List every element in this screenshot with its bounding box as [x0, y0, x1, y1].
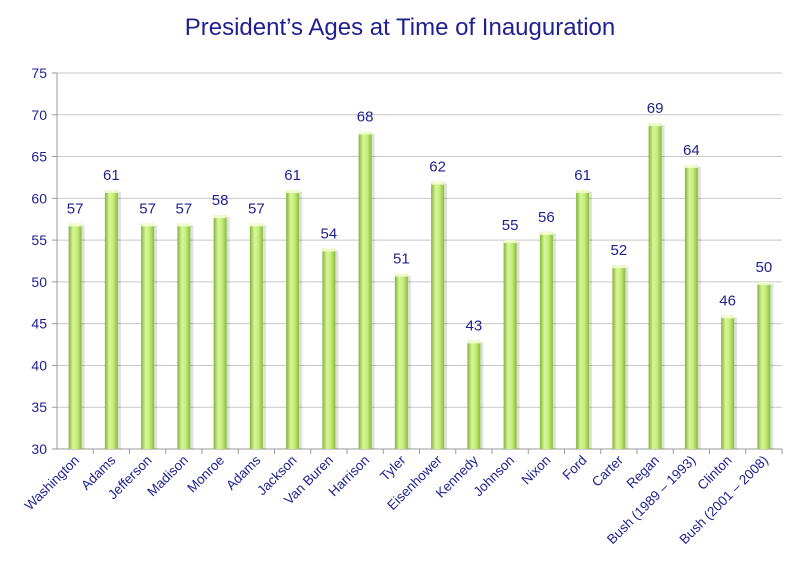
data-label: 52 [611, 242, 628, 259]
bar [322, 248, 336, 449]
data-label: 64 [683, 142, 700, 159]
bar [104, 189, 118, 449]
bar [431, 181, 445, 449]
bar-top-highlight [467, 340, 481, 344]
bar-top-highlight [394, 273, 408, 277]
bar-top-highlight [141, 223, 155, 227]
y-tick-label: 50 [31, 274, 47, 290]
y-axis-ticks: 30 35 40 45 50 55 60 65 70 75 [31, 65, 47, 457]
y-tick-label: 45 [31, 316, 47, 332]
bar [757, 281, 771, 449]
bar-top-highlight [612, 265, 626, 269]
data-label: 57 [67, 200, 84, 217]
data-label: 68 [357, 108, 374, 125]
y-tick-label: 55 [31, 232, 47, 248]
bar [539, 231, 553, 449]
data-label: 56 [538, 209, 555, 226]
bar [213, 215, 227, 449]
data-label: 46 [719, 292, 736, 309]
x-tick-label: Carter [589, 452, 626, 489]
x-tick-label: Johnson [471, 453, 518, 500]
bar-top-highlight [757, 281, 771, 285]
bar-top-highlight [684, 164, 698, 168]
bar-top-highlight [721, 315, 735, 319]
bar [249, 223, 263, 449]
data-label: 61 [574, 167, 591, 184]
y-tick-label: 35 [31, 399, 47, 415]
bar-top-highlight [358, 131, 372, 135]
y-tick-label: 60 [31, 190, 47, 206]
x-tick-label: Tyler [377, 452, 409, 484]
data-label: 50 [756, 259, 773, 276]
bar [286, 189, 300, 449]
bar-top-highlight [431, 181, 445, 185]
gridlines [57, 72, 782, 450]
data-label: 43 [466, 317, 483, 334]
y-tick-label: 30 [31, 441, 47, 457]
chart-title: President’s Ages at Time of Inauguration [184, 14, 616, 41]
bar-top-highlight [503, 240, 517, 244]
bar [684, 164, 698, 449]
bar-top-highlight [177, 223, 191, 227]
x-tick-label: Ford [560, 453, 590, 483]
data-label: 62 [429, 159, 446, 176]
bar [648, 123, 662, 449]
bar [467, 340, 481, 449]
data-label: 58 [212, 192, 229, 209]
bar [68, 223, 82, 449]
y-tick-label: 40 [31, 357, 47, 373]
bar [503, 240, 517, 449]
bar-top-highlight [104, 189, 118, 193]
bar-top-highlight [68, 223, 82, 227]
data-label: 69 [647, 100, 664, 117]
x-axis-ticks: WashingtonAdamsJeffersonMadisonMonroeAda… [22, 452, 771, 547]
bar [721, 315, 735, 449]
data-label: 57 [139, 200, 156, 217]
bar [141, 223, 155, 449]
y-tick-label: 75 [31, 65, 47, 81]
data-label: 55 [502, 217, 519, 234]
data-label: 51 [393, 251, 410, 268]
x-tick-label: Nixon [518, 453, 553, 488]
bar-top-highlight [249, 223, 263, 227]
bars [68, 123, 774, 449]
bar-top-highlight [648, 123, 662, 127]
y-tick-label: 65 [31, 149, 47, 165]
bar-top-highlight [576, 189, 590, 193]
bar [394, 273, 408, 449]
data-label: 54 [321, 225, 338, 242]
data-label: 61 [103, 167, 120, 184]
x-tick-label: Monroe [184, 453, 227, 496]
bar [177, 223, 191, 449]
bar-top-highlight [286, 189, 300, 193]
bar-top-highlight [322, 248, 336, 252]
data-label: 61 [284, 167, 301, 184]
bar [358, 131, 372, 449]
data-labels: 57 61 57 57 58 57 61 54 68 51 62 43 55 56 61 52 69 64 46 50 [67, 100, 772, 334]
data-label: 57 [248, 200, 265, 217]
x-tick-label: Harrison [326, 453, 373, 500]
x-tick-label: Madison [144, 453, 191, 500]
bar [576, 189, 590, 449]
y-tick-label: 70 [31, 107, 47, 123]
bar [612, 265, 626, 449]
axes [52, 72, 783, 454]
x-tick-label: Washington [22, 453, 83, 514]
bar-top-highlight [213, 215, 227, 219]
bar-top-highlight [539, 231, 553, 235]
data-label: 57 [176, 200, 193, 217]
